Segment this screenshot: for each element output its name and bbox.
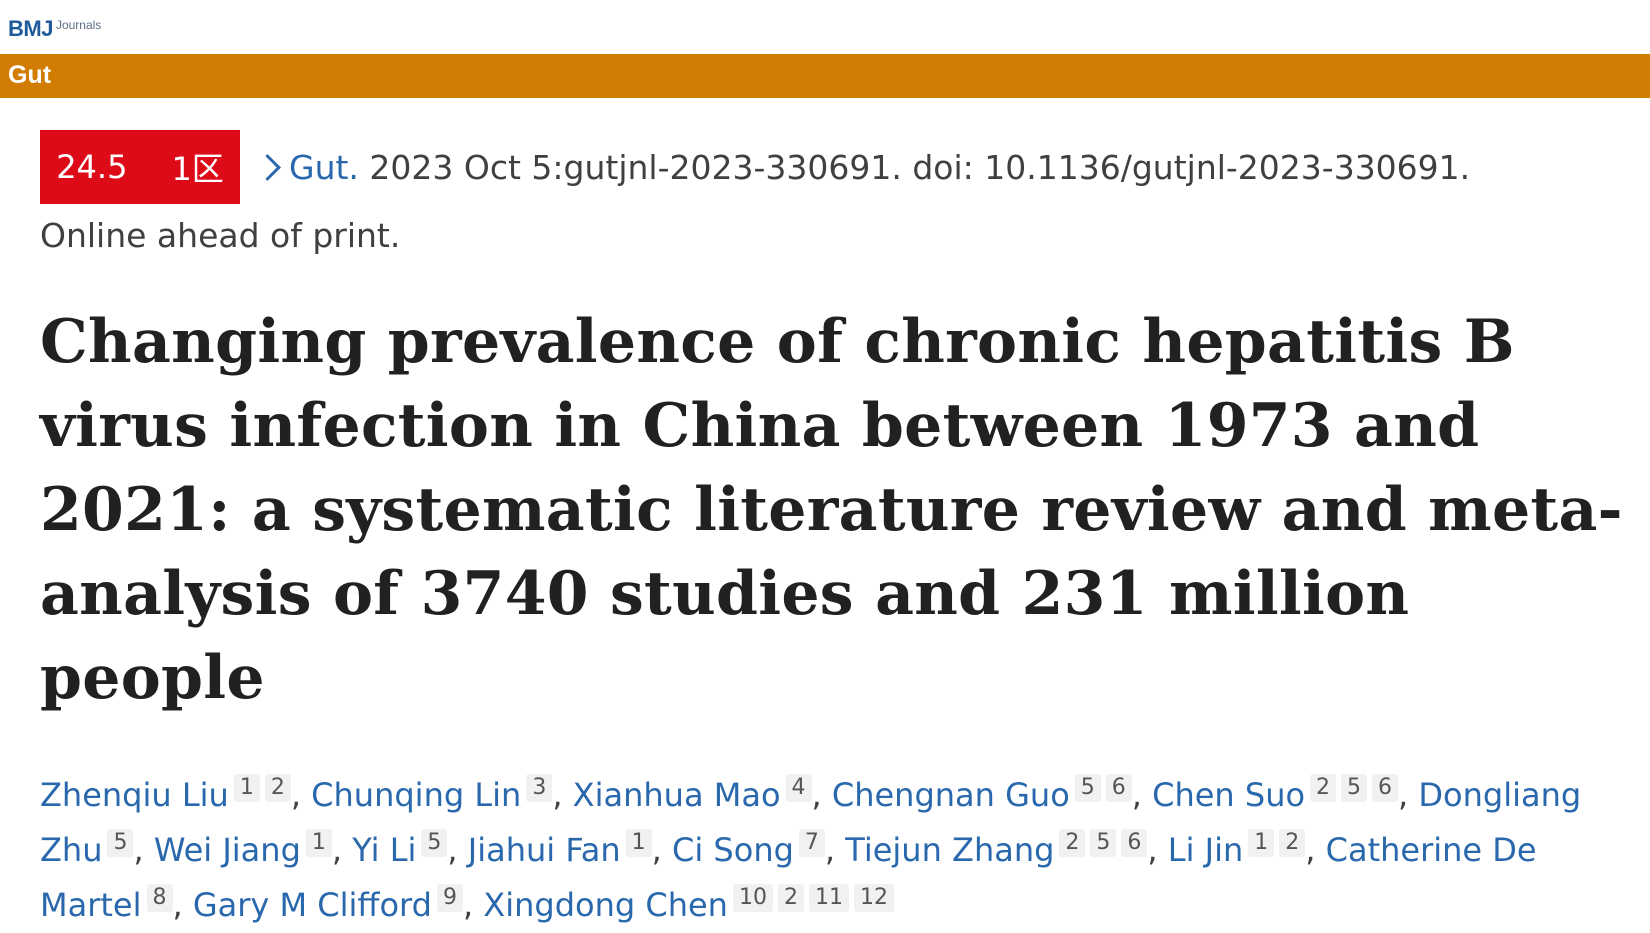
author-list: Zhenqiu Liu 1 2, Chunqing Lin 3, Xianhua Ma… [40, 774, 1582, 924]
affiliation-badge[interactable]: 5 [1341, 774, 1368, 802]
site-header: BMJ Journals [0, 0, 1650, 54]
affiliation-badge[interactable]: 5 [107, 829, 134, 857]
affiliation-badge[interactable]: 12 [853, 884, 894, 912]
affiliation-badge[interactable]: 2 [777, 884, 804, 912]
author-name-link[interactable]: Zhenqiu Liu [40, 776, 229, 814]
affiliation-badge[interactable]: 1 [1248, 829, 1275, 857]
affiliation-badge[interactable]: 6 [1372, 774, 1399, 802]
article-title: Changing prevalence of chronic hepatitis… [40, 307, 1623, 713]
author-entry: Chunqing Lin 3 [311, 774, 553, 814]
affiliation-badge[interactable]: 5 [421, 829, 448, 857]
affiliation-badge[interactable]: 4 [785, 774, 812, 802]
author-entry: Ci Song 7 [672, 829, 825, 869]
affiliation-badge[interactable]: 2 [1279, 829, 1306, 857]
author-entry: Xianhua Mao 4 [572, 774, 812, 814]
affiliation-badge[interactable]: 1 [305, 829, 332, 857]
author-entry: Gary M Clifford 9 [192, 884, 463, 924]
author-name-link[interactable]: Chunqing Lin [311, 776, 522, 814]
logo-main-text: BMJ [8, 16, 53, 41]
journal-bar: Gut [0, 54, 1650, 98]
author-name-link[interactable]: Ci Song [672, 831, 794, 869]
author-entry: Chengnan Guo 5 6 [831, 774, 1132, 814]
affiliation-badge[interactable]: 6 [1105, 774, 1132, 802]
affiliation-badge[interactable]: 2 [1310, 774, 1337, 802]
author-name-link[interactable]: Wei Jiang [153, 831, 301, 869]
affiliation-badge[interactable]: 10 [732, 884, 773, 912]
author-name-link[interactable]: Tiejun Zhang [845, 831, 1055, 869]
affiliation-badge[interactable]: 5 [1074, 774, 1101, 802]
chevron-right-icon [254, 153, 281, 181]
publication-status: Online ahead of print. [40, 216, 401, 255]
affiliation-badge[interactable]: 8 [146, 884, 173, 912]
author-name-link[interactable]: Jiahui Fan [467, 831, 621, 869]
journal-zone: 1区 [171, 150, 224, 188]
affiliation-badge[interactable]: 2 [1059, 829, 1086, 857]
affiliation-badge[interactable]: 1 [233, 774, 260, 802]
logo-sub-text: Journals [55, 18, 102, 32]
author-entry: Zhenqiu Liu 1 2 [40, 774, 291, 814]
journal-name[interactable]: Gut [8, 61, 52, 89]
author-entry: Jiahui Fan 1 [467, 829, 652, 869]
impact-factor-badge: 24.5 1区 [40, 130, 240, 204]
author-entry: Wei Jiang 1 [153, 829, 332, 869]
author-entry: Tiejun Zhang 2 5 6 [845, 829, 1148, 869]
author-entry: Yi Li 5 [352, 829, 448, 869]
affiliation-badge[interactable]: 1 [625, 829, 652, 857]
author-name-link[interactable]: Chengnan Guo [831, 776, 1070, 814]
author-entry: Xingdong Chen 10 2 11 12 [483, 884, 894, 924]
affiliation-badge[interactable]: 11 [808, 884, 849, 912]
affiliation-badge[interactable]: 9 [436, 884, 463, 912]
author-name-link[interactable]: Yi Li [352, 831, 417, 869]
author-entry: Chen Suo 2 5 6 [1152, 774, 1399, 814]
affiliation-badge[interactable]: 2 [264, 774, 291, 802]
affiliation-badge[interactable]: 3 [526, 774, 553, 802]
affiliation-badge[interactable]: 7 [798, 829, 825, 857]
journal-citation-link[interactable]: Gut. [289, 147, 359, 187]
affiliation-badge[interactable]: 5 [1090, 829, 1117, 857]
author-name-link[interactable]: Dongliang Zhu [40, 776, 1582, 869]
citation-text: Gut. 2023 Oct 5:gutjnl-2023-330691. doi:… [289, 148, 1470, 187]
author-name-link[interactable]: Xianhua Mao [572, 776, 781, 814]
author-entry: Li Jin 1 2 [1167, 829, 1306, 869]
citation-details: 2023 Oct 5:gutjnl-2023-330691. doi: 10.1… [358, 147, 1471, 187]
affiliation-badge[interactable]: 6 [1121, 829, 1148, 857]
author-name-link[interactable]: Chen Suo [1152, 776, 1306, 814]
citation-line: 24.5 1区 Gut. 2023 Oct 5:gutjnl-2023-3306… [40, 130, 1620, 204]
author-name-link[interactable]: Li Jin [1167, 831, 1244, 869]
article-header: 24.5 1区 Gut. 2023 Oct 5:gutjnl-2023-3306… [40, 130, 1623, 933]
author-name-link[interactable]: Gary M Clifford [192, 886, 432, 924]
impact-factor-value: 24.5 [56, 148, 128, 186]
author-entry: Dongliang Zhu 5 [40, 776, 1581, 869]
author-name-link[interactable]: Xingdong Chen [483, 886, 728, 924]
bmj-journals-logo[interactable]: BMJ Journals [8, 18, 101, 40]
